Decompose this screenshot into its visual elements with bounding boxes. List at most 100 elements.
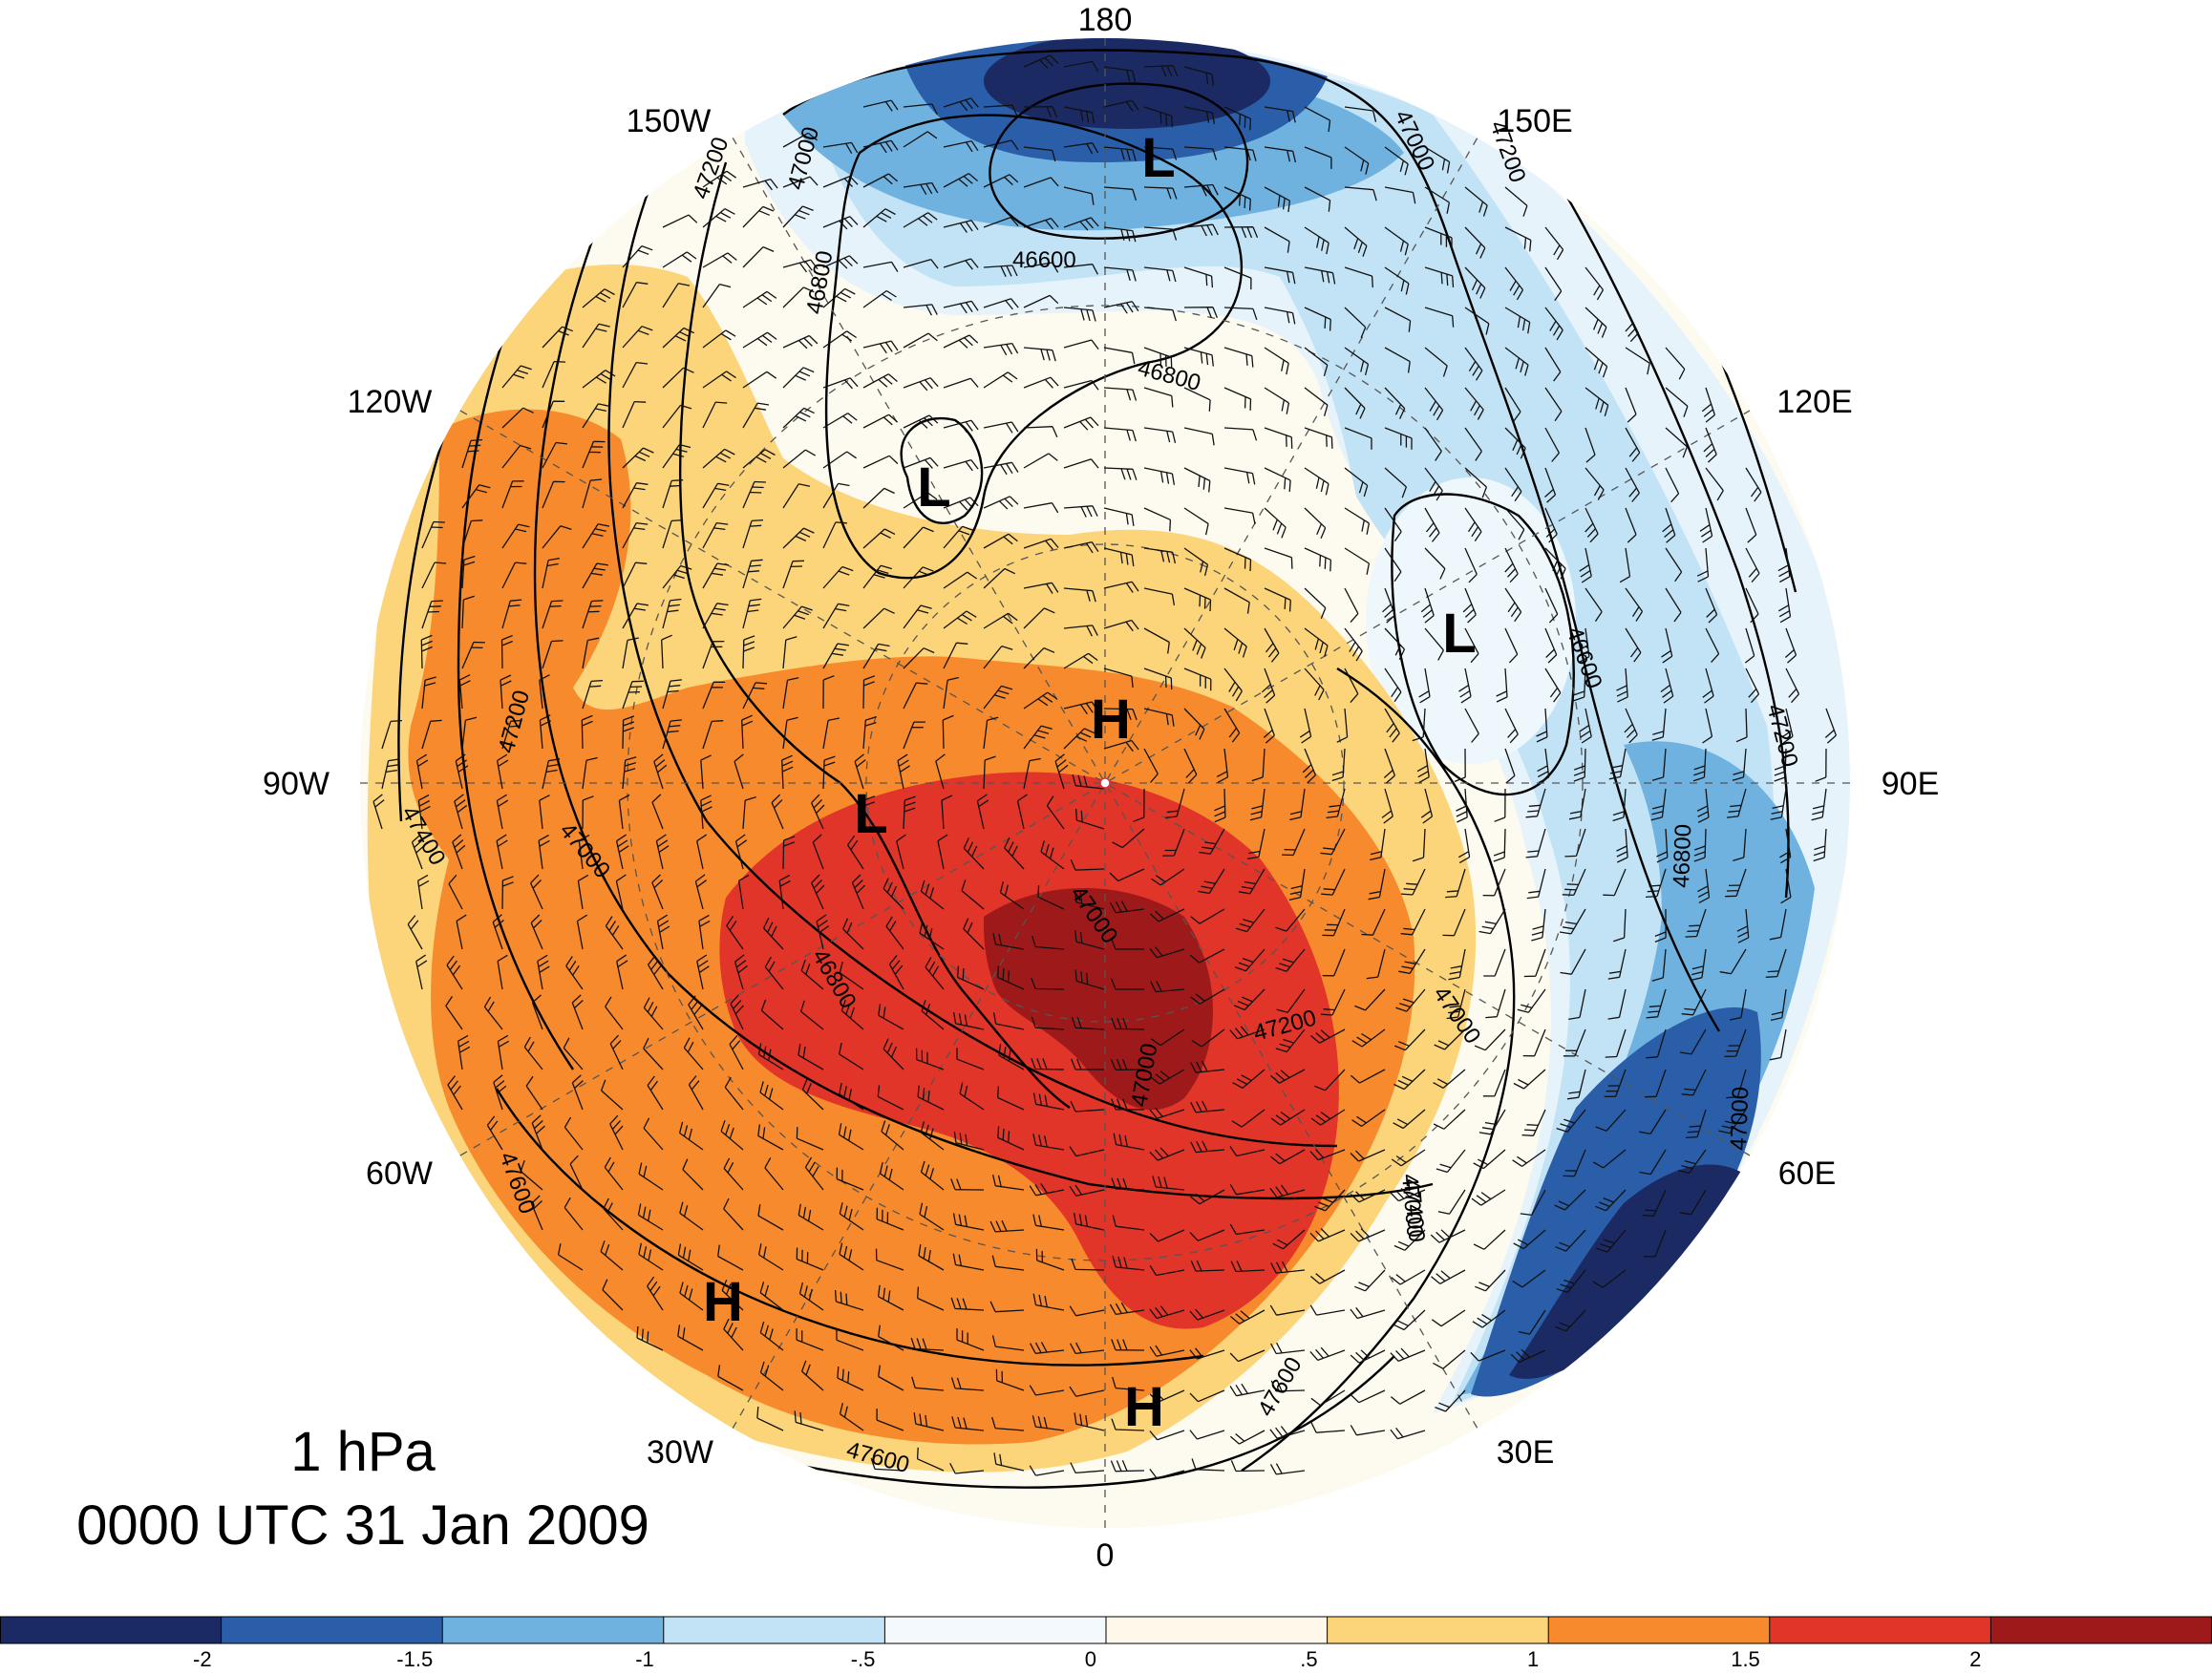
wind-barb [372, 794, 385, 830]
wind-barb [723, 1197, 744, 1231]
wind-barb [1109, 901, 1145, 914]
wind-barb [952, 1213, 985, 1231]
wind-barb [1162, 828, 1185, 857]
wind-barb [1023, 347, 1056, 362]
wind-barb [1424, 186, 1451, 214]
wind-barb [1344, 387, 1366, 419]
wind-barb [1103, 266, 1137, 282]
wind-barb [1769, 908, 1787, 941]
wind-barb [461, 484, 491, 509]
wind-barb [1109, 868, 1145, 882]
wind-barb [1183, 307, 1219, 319]
wind-barb [702, 401, 728, 429]
wind-barb [1304, 427, 1333, 449]
wind-barb [1605, 1028, 1627, 1058]
wind-barb [688, 995, 704, 1030]
wind-barb [919, 1202, 945, 1231]
wind-barb [862, 413, 899, 429]
wind-barb [1063, 505, 1098, 518]
wind-barb [1702, 667, 1714, 704]
wind-barb [1383, 748, 1396, 784]
wind-barb [1366, 948, 1386, 980]
colorbar-segment [1106, 1617, 1329, 1643]
wind-barb [1651, 708, 1667, 741]
wind-barb [1390, 1389, 1426, 1405]
wind-barb [1665, 427, 1689, 458]
wind-barb [1435, 1389, 1466, 1412]
wind-barb [1645, 868, 1667, 899]
wind-barb [542, 326, 573, 349]
wind-barb [997, 1126, 1025, 1151]
wind-barb [782, 560, 805, 589]
wind-barb [446, 955, 463, 990]
wind-barb [1143, 667, 1173, 690]
wind-barb [1726, 788, 1747, 818]
wind-barb [1384, 226, 1409, 256]
wind-barb [1424, 347, 1448, 377]
wind-barb [1650, 788, 1667, 821]
wind-barb [822, 603, 850, 629]
wind-barb [1035, 1248, 1065, 1271]
wind-barb [1272, 1229, 1306, 1250]
wind-barb [759, 1361, 784, 1391]
wind-barb [839, 1202, 864, 1231]
wind-barb [995, 1368, 1025, 1391]
wind-barb [538, 834, 550, 870]
wind-barb [1464, 186, 1488, 217]
wind-barb [839, 1042, 864, 1070]
wind-barb [1344, 106, 1377, 122]
wind-barb [1304, 467, 1329, 496]
wind-barb [531, 1114, 545, 1151]
wind-barb [1023, 538, 1059, 550]
wind-barb [458, 674, 471, 710]
wind-barb [1624, 708, 1638, 744]
wind-barb [1400, 908, 1426, 936]
wind-barb [1314, 1189, 1346, 1212]
wind-barb [1143, 467, 1176, 485]
wind-barb [1745, 547, 1760, 583]
wind-barb [1023, 217, 1059, 230]
wind-barb [1770, 988, 1787, 1022]
wind-barb [1269, 1463, 1306, 1475]
wind-barb [1183, 587, 1212, 612]
wind-barb [759, 1081, 784, 1111]
wind-barb [1393, 1229, 1426, 1251]
wind-barb [950, 1178, 985, 1191]
wind-barb [1651, 748, 1667, 781]
wind-barb [1143, 106, 1173, 128]
wind-barb [983, 461, 1019, 476]
wind-barb [1718, 1109, 1747, 1134]
wind-barb [622, 282, 649, 308]
wind-barb [1032, 1415, 1065, 1431]
wind-barb [1289, 788, 1306, 821]
wind-barb [420, 634, 433, 669]
wind-barb [920, 1160, 945, 1191]
wind-barb [800, 959, 824, 990]
wind-barb [496, 834, 508, 870]
wind-barb [531, 994, 543, 1030]
wind-barb [724, 1076, 744, 1111]
wind-barb [582, 679, 604, 710]
wind-barb [782, 527, 815, 549]
wind-barb [983, 104, 1018, 117]
wind-barb [1745, 507, 1757, 543]
wind-barb [1504, 387, 1521, 422]
wind-barb [1110, 1058, 1145, 1070]
wind-barb [662, 443, 691, 469]
wind-barb [723, 1318, 744, 1351]
wind-barb [1023, 376, 1059, 389]
wind-barb [925, 957, 945, 990]
wind-barb [763, 917, 784, 950]
wind-barb [782, 176, 819, 188]
wind-barb [1310, 1389, 1346, 1407]
wind-barb [1103, 581, 1139, 593]
wind-barb [1031, 1016, 1065, 1030]
wind-barb [1023, 54, 1059, 69]
wind-barb [1183, 146, 1218, 160]
wind-barb [1143, 627, 1170, 654]
wind-barb [421, 562, 447, 589]
wind-barb [1183, 427, 1215, 446]
wind-barb [702, 681, 726, 710]
wind-barb [1320, 828, 1346, 856]
wind-barb [983, 265, 1018, 277]
